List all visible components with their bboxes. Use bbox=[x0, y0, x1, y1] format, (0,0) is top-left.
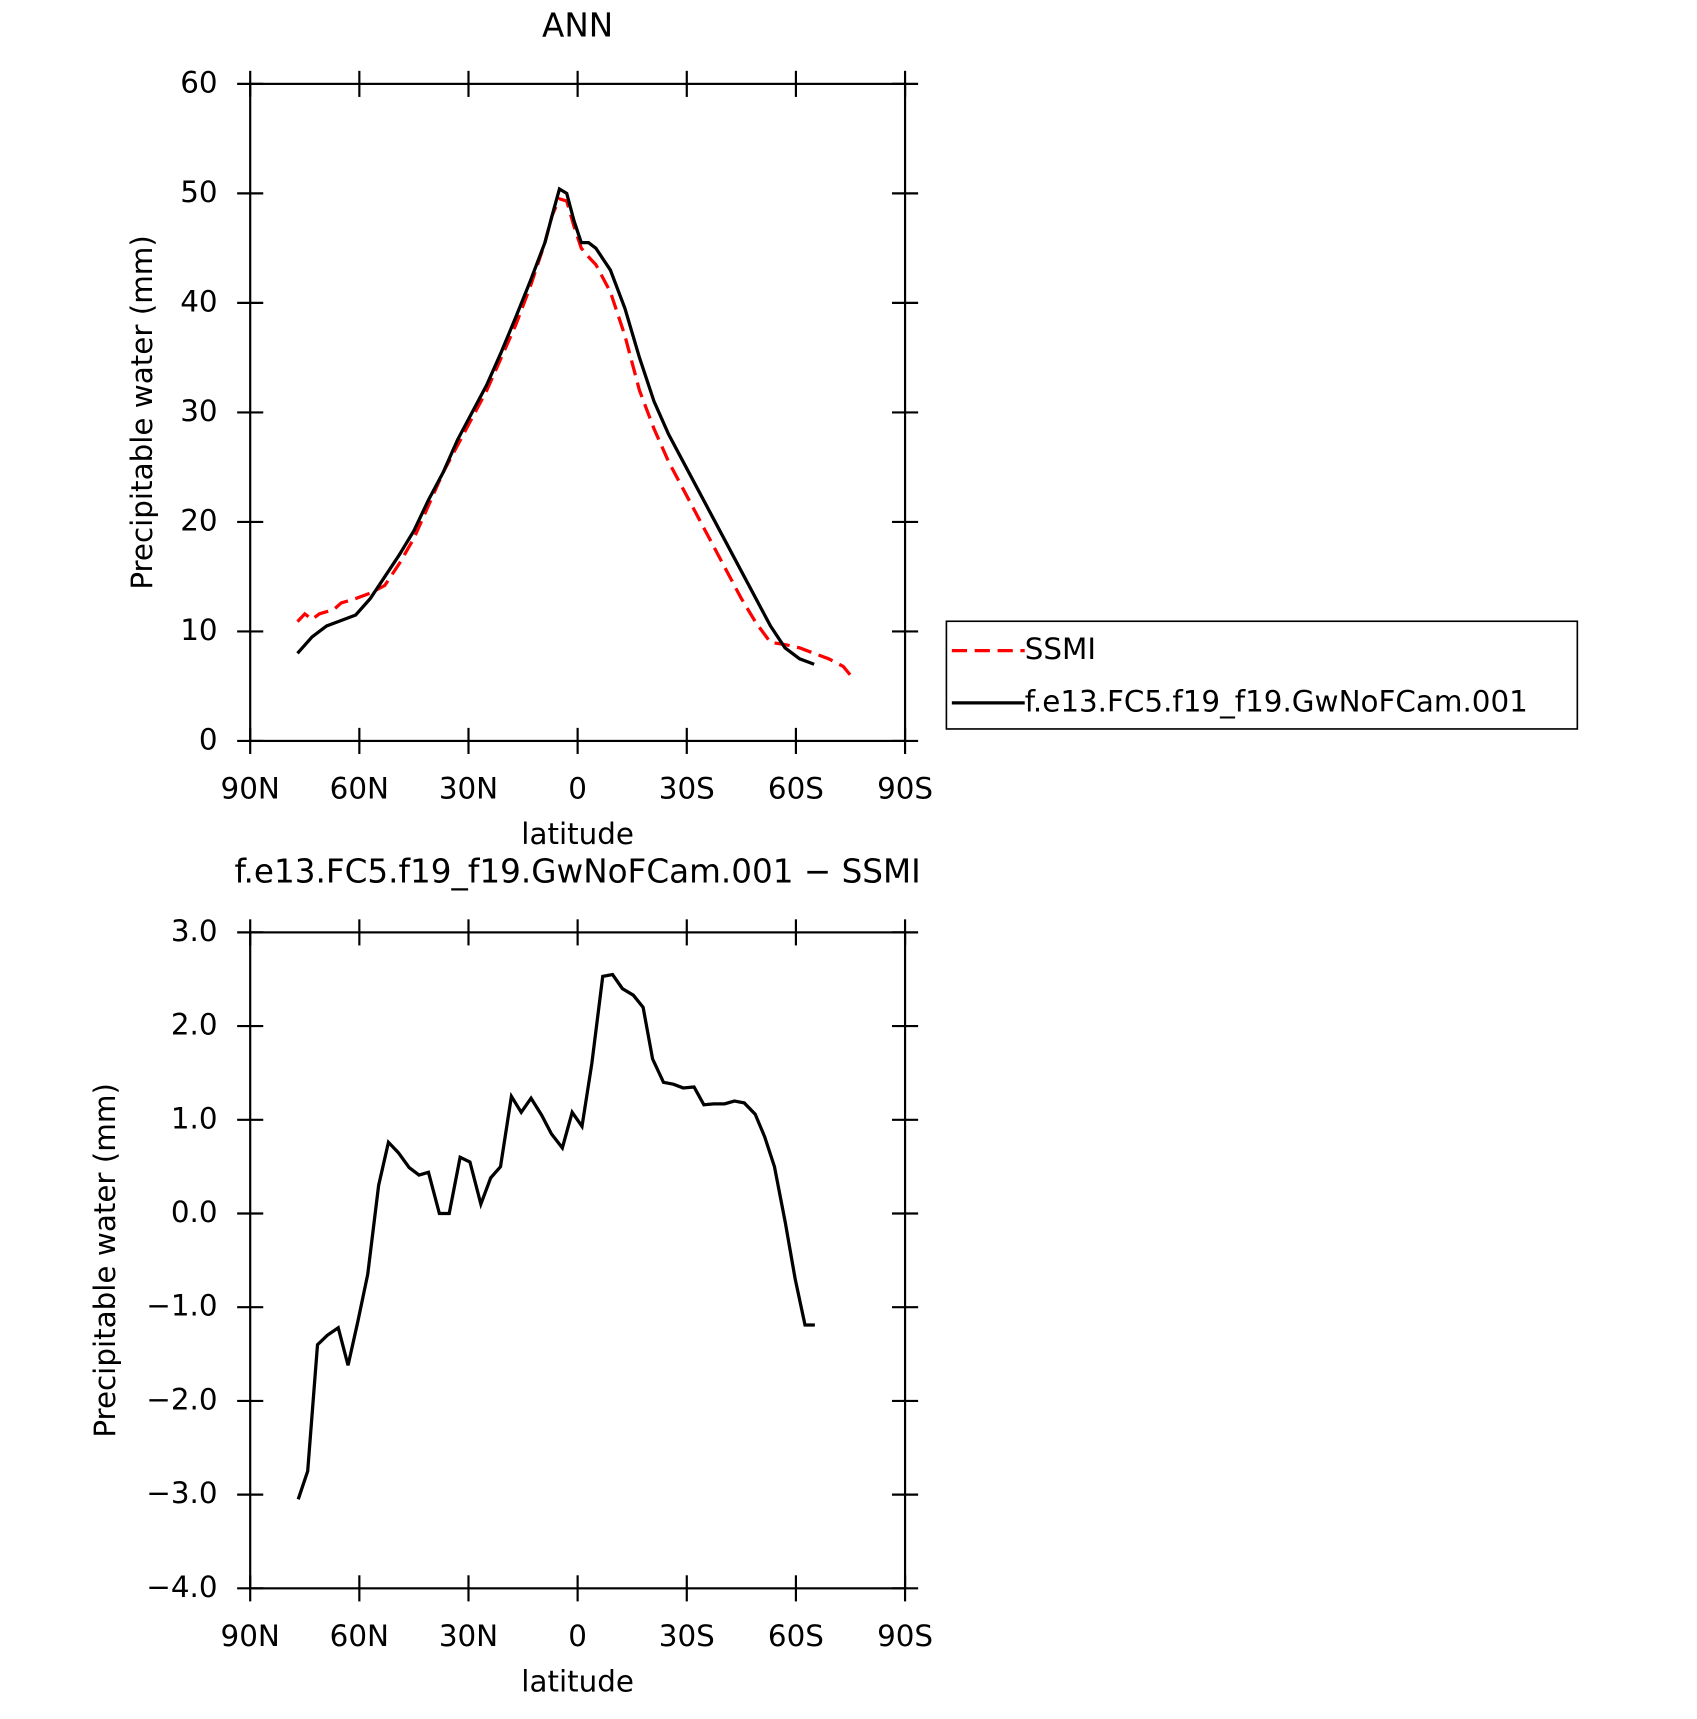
legend-label: SSMI bbox=[1025, 632, 1096, 666]
x-tick-label: 90N bbox=[221, 771, 280, 805]
x-tick-label: 30S bbox=[659, 771, 715, 805]
y-tick-label: −4.0 bbox=[146, 1570, 217, 1604]
y-tick-label: 60 bbox=[180, 65, 217, 99]
y-tick-label: 2.0 bbox=[171, 1008, 218, 1042]
data-line bbox=[296, 186, 815, 666]
chart-title: f.e13.FC5.f19_f19.GwNoFCam.001 − SSMI bbox=[234, 853, 920, 891]
y-tick-label: 0 bbox=[199, 722, 218, 756]
plot-frame bbox=[249, 931, 907, 1590]
y-tick-label: 20 bbox=[180, 503, 217, 537]
x-tick-label: 0 bbox=[568, 771, 587, 805]
y-tick-label: −1.0 bbox=[146, 1289, 217, 1323]
y-tick-label: 50 bbox=[180, 175, 217, 209]
y-tick-label: 0.0 bbox=[171, 1195, 218, 1229]
x-tick-label: 30N bbox=[439, 771, 498, 805]
y-tick-label: 40 bbox=[180, 284, 217, 318]
y-tick-label: 3.0 bbox=[171, 914, 218, 948]
y-tick-label: −3.0 bbox=[146, 1476, 217, 1510]
x-axis-label: latitude bbox=[521, 1664, 634, 1698]
x-tick-label: 30N bbox=[439, 1619, 498, 1653]
x-tick-label: 90S bbox=[877, 771, 933, 805]
y-tick-label: 1.0 bbox=[171, 1101, 218, 1135]
data-line bbox=[296, 196, 852, 677]
x-tick-label: 90S bbox=[877, 1619, 933, 1653]
x-tick-label: 30S bbox=[659, 1619, 715, 1653]
x-axis-label: latitude bbox=[521, 817, 634, 851]
y-tick-label: 10 bbox=[180, 613, 217, 647]
x-tick-label: 0 bbox=[568, 1619, 587, 1653]
x-tick-label: 90N bbox=[221, 1619, 280, 1653]
x-tick-label: 60S bbox=[768, 1619, 824, 1653]
y-tick-label: 30 bbox=[180, 394, 217, 428]
x-tick-label: 60N bbox=[330, 771, 389, 805]
legend-label: f.e13.FC5.f19_f19.GwNoFCam.001 bbox=[1025, 684, 1528, 718]
x-tick-label: 60S bbox=[768, 771, 824, 805]
y-axis-label: Precipitable water (mm) bbox=[88, 1083, 122, 1438]
data-line bbox=[296, 972, 815, 1500]
legend-box bbox=[945, 620, 1579, 730]
plot-frame bbox=[249, 82, 907, 743]
y-axis-label: Precipitable water (mm) bbox=[125, 235, 159, 590]
x-tick-label: 60N bbox=[330, 1619, 389, 1653]
chart-title: ANN bbox=[542, 6, 613, 44]
y-tick-label: −2.0 bbox=[146, 1382, 217, 1416]
